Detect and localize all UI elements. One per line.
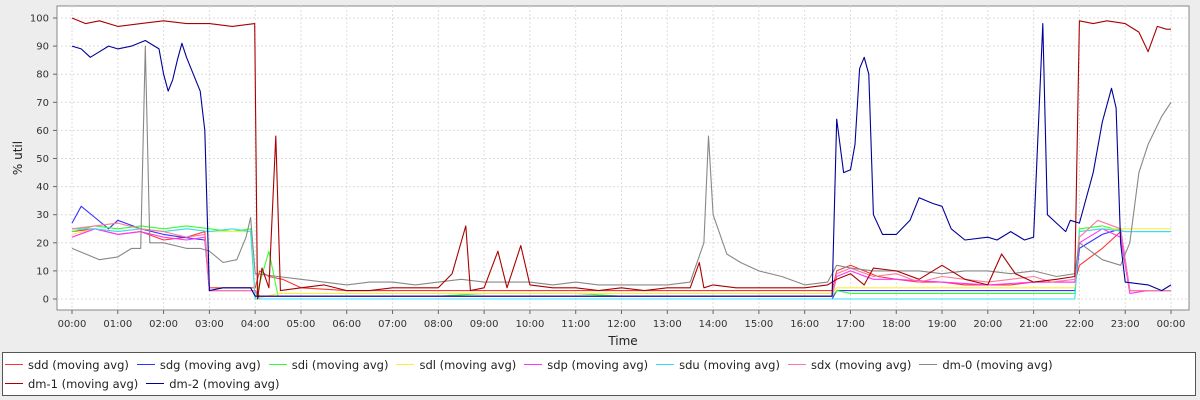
legend-swatch [5,383,23,384]
x-tick-label: 18:00 [882,319,911,330]
series-line-dm-1 [71,17,1171,300]
x-tick-label: 13:00 [653,319,682,330]
x-axis-title: Time [607,334,637,348]
x-tick-label: 05:00 [287,319,316,330]
legend-swatch [524,364,543,365]
x-tick-label: 17:00 [836,319,865,330]
x-tick-label: 21:00 [1019,319,1048,330]
legend-item: sdx (moving avg) [787,355,912,374]
legend-swatch [136,364,155,365]
axes: 0 10 20 30 40 50 60 70 80 90 100 00:00 01:00 02:00 03:… [30,14,1186,331]
legend-label: sdg (moving avg) [159,357,261,372]
legend-label: sdd (moving avg) [28,357,129,372]
y-tick-label: 20 [36,238,49,249]
legend-label: sdi (moving avg) [291,357,389,372]
y-tick-label: 30 [36,210,49,221]
x-tick-label: 02:00 [149,319,178,330]
legend-label: sdx (moving avg) [810,357,912,372]
grid-lines [57,6,1189,310]
chart: 0 10 20 30 40 50 60 70 80 90 100 00:00 01:00 02:00 03:… [11,5,1190,348]
x-tick-label: 16:00 [790,319,819,330]
x-tick-label: 11:00 [561,319,590,330]
legend-swatch [268,364,287,365]
y-axis-title: % util [11,141,25,175]
legend-item: dm-1 (moving avg) [5,374,138,393]
y-tick-label: 10 [36,266,49,277]
legend-item: sdp (moving avg) [524,355,648,374]
y-tick-label: 0 [43,295,49,306]
x-tick-label: 14:00 [699,319,728,330]
x-tick-label: 15:00 [744,319,773,330]
legend-item: sdl (moving avg) [396,355,516,374]
legend-swatch [919,364,938,365]
legend-swatch [656,364,675,365]
x-tick-label: 04:00 [241,319,270,330]
legend-label: dm-0 (moving avg) [942,357,1053,372]
x-tick-label: 12:00 [607,319,636,330]
x-tick-label: 00:00 [1157,319,1186,330]
y-tick-label: 50 [36,154,49,165]
series-line-dm-0 [71,45,1172,286]
legend-swatch [5,364,23,365]
legend-item: sdg (moving avg) [136,355,261,374]
legend-item: sdd (moving avg) [5,355,129,374]
y-tick-label: 90 [36,42,49,53]
y-tick-label: 80 [36,70,49,81]
x-tick-label: 09:00 [470,319,499,330]
x-tick-label: 08:00 [424,319,453,330]
legend-item: sdu (moving avg) [656,355,780,374]
series-layer [71,17,1172,300]
legend-swatch [396,364,415,365]
x-tick-label: 00:00 [58,319,87,330]
x-tick-label: 23:00 [1111,319,1140,330]
x-tick-label: 20:00 [973,319,1002,330]
x-tick-label: 07:00 [378,319,407,330]
legend-label: sdu (moving avg) [679,357,780,372]
x-tick-label: 22:00 [1065,319,1094,330]
legend-swatch [146,383,165,384]
legend-swatch [787,364,806,365]
legend: sdd (moving avg) sdg (moving avg) sdi (mov… [2,352,1196,396]
legend-label: dm-1 (moving avg) [28,376,139,391]
x-tick-label: 01:00 [103,319,132,330]
x-tick-label: 06:00 [332,319,361,330]
legend-item: sdi (moving avg) [268,355,389,374]
legend-item: dm-0 (moving avg) [919,355,1053,374]
legend-label: dm-2 (moving avg) [169,376,280,391]
series-line-sdu [72,228,1171,300]
x-tick-label: 03:00 [195,319,224,330]
legend-label: sdl (moving avg) [419,357,517,372]
legend-item: dm-2 (moving avg) [146,374,279,393]
legend-label: sdp (moving avg) [547,357,649,372]
y-tick-label: 40 [36,182,49,193]
y-tick-label: 100 [30,14,49,25]
y-tick-label: 70 [36,98,49,109]
x-tick-label: 19:00 [928,319,957,330]
series-line-dm-2 [71,23,1172,297]
y-tick-label: 60 [36,126,49,137]
x-tick-label: 10:00 [516,319,545,330]
